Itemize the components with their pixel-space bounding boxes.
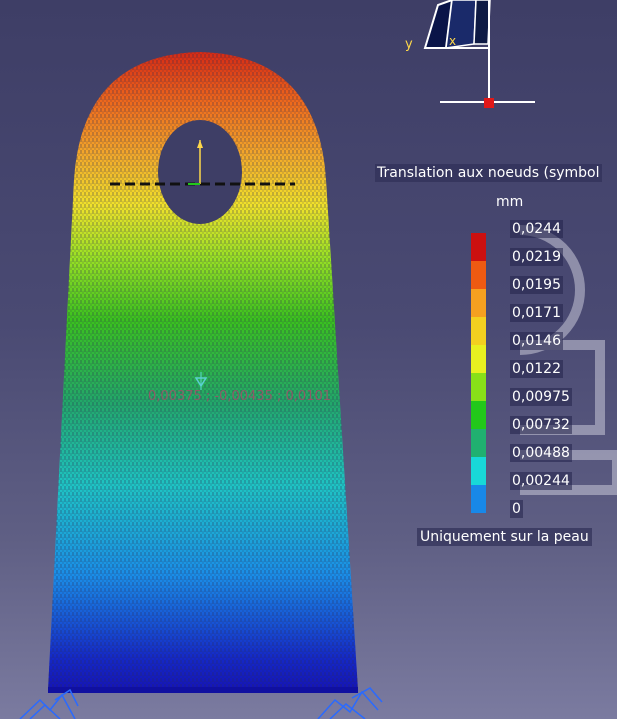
probe-coordinates: 0,00375 ; -0,00435 ; 0,0101 <box>148 389 331 404</box>
legend-value: 0,00488 <box>510 444 572 462</box>
legend-title: Translation aux noeuds (symbol <box>375 164 602 182</box>
axis-marker <box>188 140 203 185</box>
legend-value: 0,00732 <box>510 416 572 434</box>
legend-value: 0,0122 <box>510 360 563 378</box>
legend-band <box>471 485 486 513</box>
compass-widget[interactable]: y x <box>405 0 535 108</box>
legend-band <box>471 401 486 429</box>
clamp-right-icon <box>317 687 383 719</box>
probe-marker[interactable] <box>194 372 208 390</box>
legend-value: 0,0146 <box>510 332 563 350</box>
legend-band <box>471 457 486 485</box>
legend-band <box>471 345 486 373</box>
legend-band <box>471 429 486 457</box>
legend-unit: mm <box>496 194 524 210</box>
legend-band <box>471 373 486 401</box>
legend-value: 0,00244 <box>510 472 572 490</box>
legend-band <box>471 261 486 289</box>
legend-value: 0,0244 <box>510 220 563 238</box>
legend-value: 0,0219 <box>510 248 563 266</box>
compass-y-label: y <box>405 37 413 52</box>
legend-value: 0,0195 <box>510 276 563 294</box>
legend-footer: Uniquement sur la peau <box>417 528 592 546</box>
legend-band <box>471 289 486 317</box>
legend-band <box>471 317 486 345</box>
compass-x-label: x <box>449 34 456 48</box>
legend-value: 0,0171 <box>510 304 563 322</box>
legend-band <box>471 233 486 261</box>
deformed-part[interactable] <box>48 52 358 693</box>
clamp-left-icon <box>19 688 79 719</box>
legend-value: 0 <box>510 500 523 518</box>
legend-value: 0,00975 <box>510 388 572 406</box>
